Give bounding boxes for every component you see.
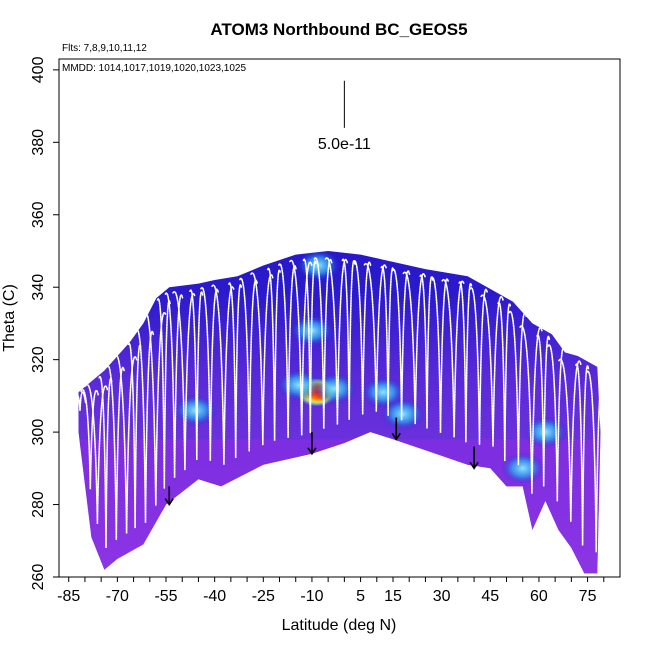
marker-arrow-head [391,432,401,441]
y-tick-label: 280 [30,491,47,518]
profile-trace [200,286,219,461]
profile-trace [289,259,313,436]
profile-trace [98,375,113,549]
profile-trace [250,272,274,445]
profile-trace [211,284,235,465]
profile-trace [575,363,590,546]
x-tick-label: -55 [154,588,177,605]
x-tick-label: -25 [252,588,275,605]
profile-trace [341,258,356,420]
profile-trace [430,276,450,433]
profile-trace [80,389,99,490]
profile-trace [380,265,395,416]
y-tick-label: 320 [30,346,47,373]
profile-trace [172,290,196,471]
profile-trace [127,342,142,529]
marks-layer: 5.0e-11 [164,80,479,506]
profile-trace [239,277,258,452]
profile-trace [586,370,601,552]
profile-trace [189,289,204,461]
chart-title: ATOM3 Northbound BC_GEOS5 [210,20,467,39]
x-tick-label: 75 [579,588,597,605]
profile-trace [313,257,333,429]
x-tick-label: 60 [530,588,548,605]
y-tick-label: 300 [30,419,47,446]
profile-trace [441,278,465,438]
y-tick-label: 380 [30,129,47,156]
hotspot-cyan [500,452,545,485]
y-tick-label: 360 [30,201,47,228]
profile-trace [228,282,243,459]
profile-trace [352,259,372,415]
profile-trace [508,310,527,465]
profile-trace [458,281,473,442]
profile-trace [497,301,512,462]
marker-arrow-head [307,447,317,456]
x-tick-label: 5 [356,588,365,605]
profile-trace [302,258,317,433]
hotspot-cyan [380,397,425,430]
profile-trace [84,383,109,524]
profile-trace [363,262,388,412]
marker-arrow-head [469,461,479,470]
profile-trace [278,263,297,438]
profile-trace [558,358,582,522]
x-tick-label: 45 [481,588,499,605]
y-axis: 260 280 300 320 340 360 380 400 [30,56,59,590]
y-tick-label: 400 [30,56,47,83]
profile-trace [78,391,87,411]
profile-trace [402,271,426,425]
x-tick-label: 15 [384,588,402,605]
profile-trace [391,268,411,420]
scale-bar-label: 5.0e-11 [318,136,371,153]
profile-trace [156,298,171,489]
x-tick-label: -85 [57,588,80,605]
x-tick-label: -10 [300,588,323,605]
x-axis: -85 -70 -55 -40 -25 -10 5 15 30 45 60 75 [57,577,605,605]
x-tick-label: -40 [203,588,226,605]
x-tick-label: -70 [106,588,129,605]
flights-note: Flts: 7,8,9,10,11,12 [62,43,147,54]
profile-trace [419,274,434,429]
profile-traces [78,257,601,552]
y-tick-label: 340 [30,274,47,301]
x-tick-label: 30 [433,588,451,605]
profile-trace [164,292,184,478]
x-axis-label: Latitude (deg N) [282,617,397,634]
marker-arrow-head [164,498,174,506]
profile-trace [547,344,566,501]
y-tick-label: 260 [30,564,47,591]
profile-trace [536,334,551,487]
profile-trace [324,257,349,425]
plot-frame [58,58,621,578]
y-axis-label: Theta (C) [1,284,18,352]
dates-note: MMDD: 1014,1017,1019,1020,1023,1025 [62,63,246,74]
profile-trace [267,267,282,441]
